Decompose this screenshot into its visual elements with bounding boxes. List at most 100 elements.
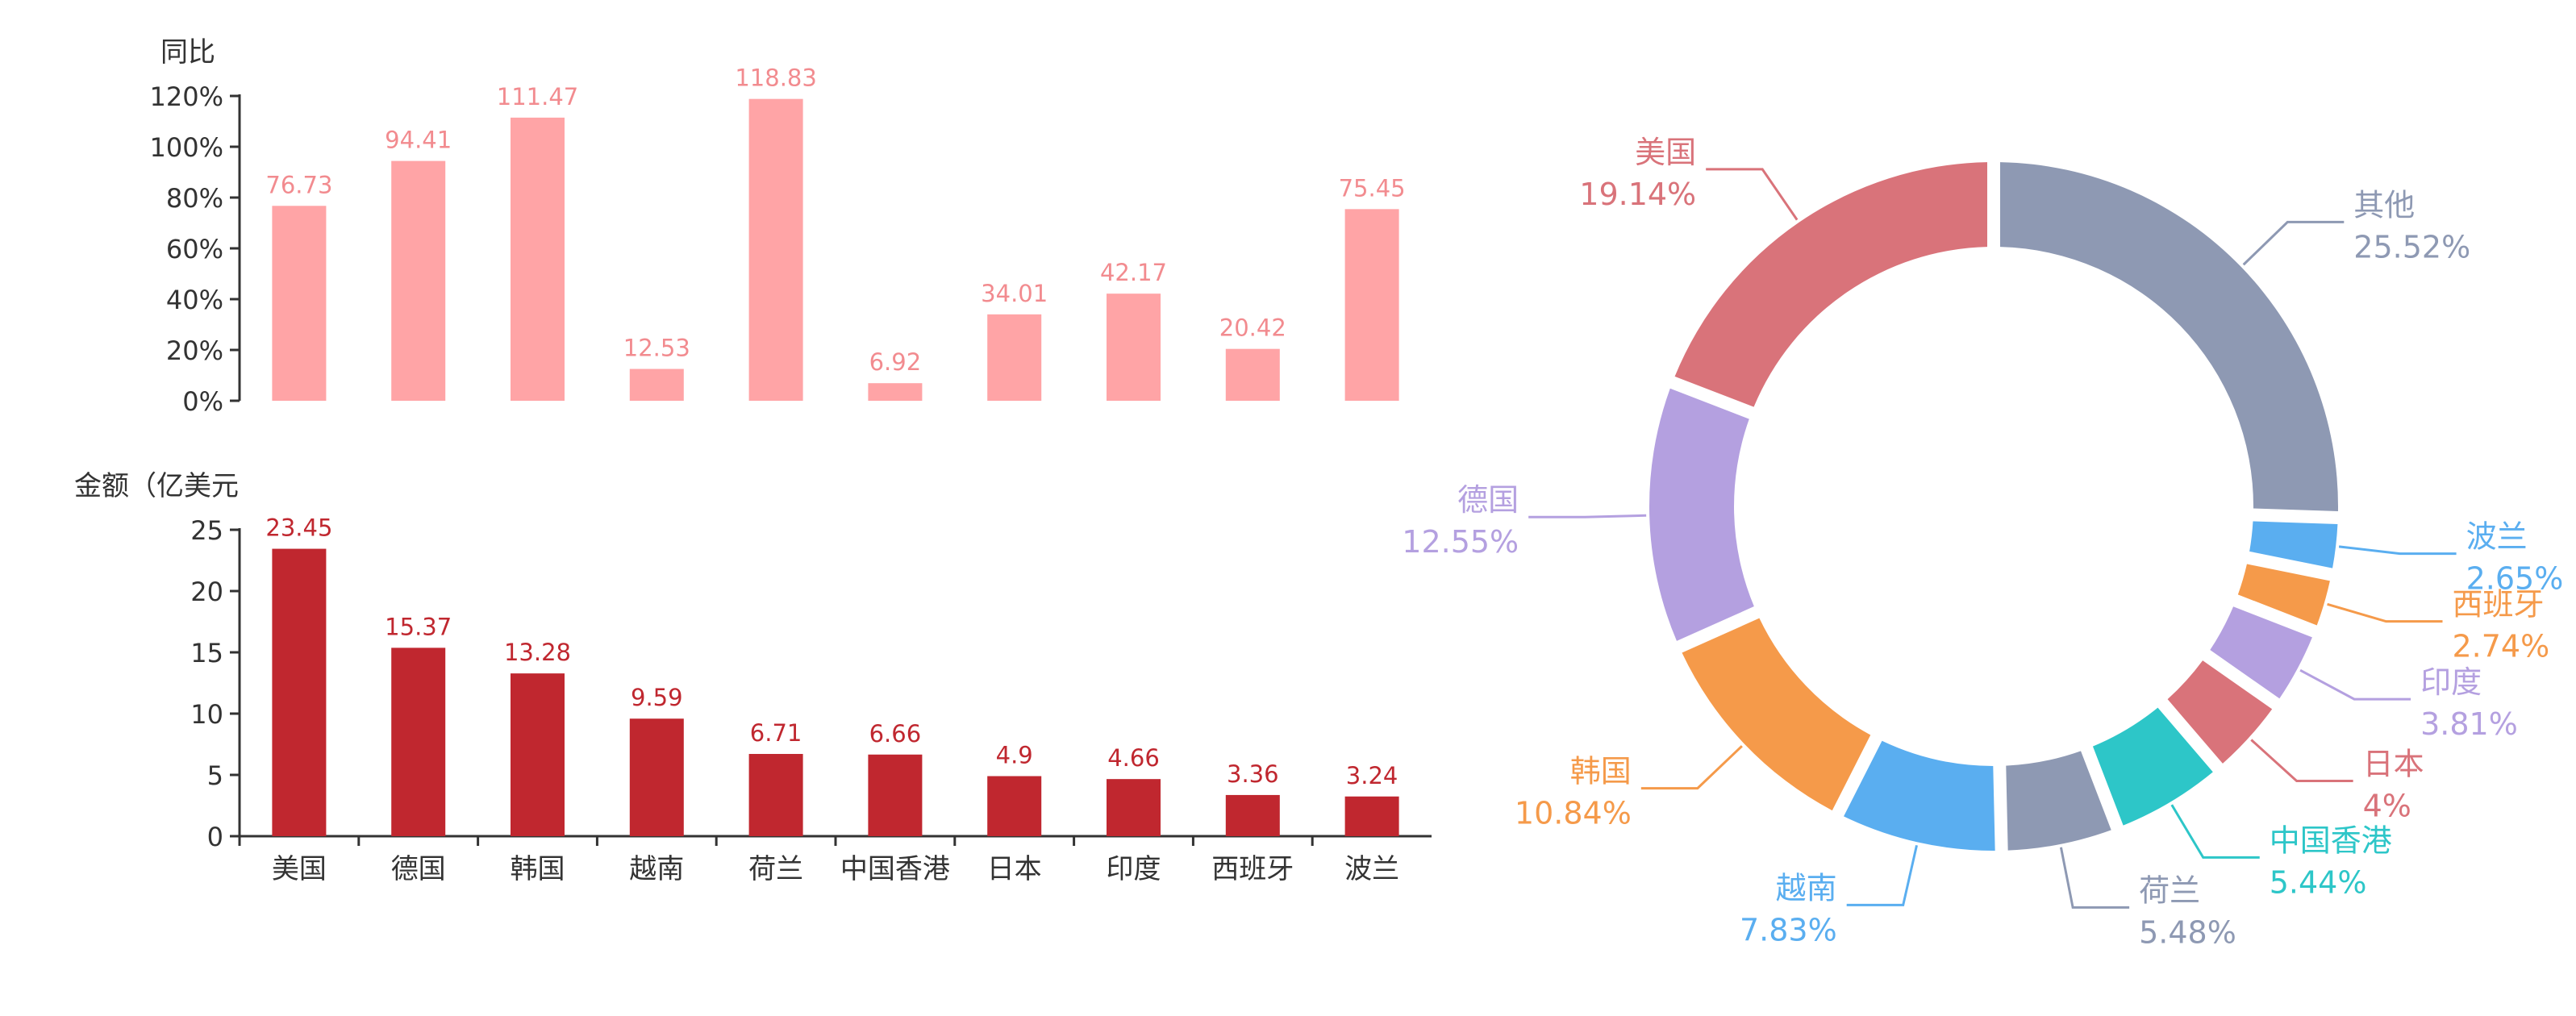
donut-slice [1674, 162, 1988, 407]
donut-slice [2006, 751, 2111, 851]
bar-value-label: 4.66 [1107, 744, 1160, 772]
bar-value-label: 13.28 [504, 639, 571, 666]
leader-line [2338, 545, 2457, 556]
donut-slice [2092, 707, 2213, 826]
donut-slice [1999, 162, 2338, 511]
bar-value-label: 42.17 [1100, 259, 1167, 286]
bar [391, 647, 446, 836]
leader-line [2299, 668, 2411, 701]
x-tick-label: 越南 [629, 853, 684, 885]
bar [1225, 794, 1280, 836]
slice-percent-label: 12.55% [1402, 524, 1519, 560]
bar-value-label: 6.92 [869, 348, 922, 376]
slice-percent-label: 2.74% [2453, 629, 2550, 664]
y-axis-title: 金额（亿美元 [74, 470, 239, 502]
donut-slice [2237, 564, 2330, 626]
leader-line [2242, 220, 2345, 266]
y-tick-label: 40% [166, 285, 223, 315]
slice-percent-label: 4% [2363, 789, 2411, 824]
bar [1344, 209, 1399, 401]
x-tick-label: 荷兰 [748, 853, 803, 885]
bar [1107, 294, 1161, 401]
bar-value-label: 111.47 [497, 83, 578, 110]
slice-percent-label: 25.52% [2353, 229, 2470, 264]
y-tick-label: 120% [150, 81, 223, 112]
bar-value-label: 12.53 [623, 335, 690, 362]
bar-value-label: 9.59 [631, 684, 683, 711]
bar [272, 206, 327, 401]
bar-value-label: 34.01 [981, 280, 1048, 307]
slice-percent-label: 2.65% [2466, 561, 2564, 597]
bar [987, 776, 1042, 836]
leader-line [2059, 847, 2130, 909]
x-tick-label: 波兰 [1344, 853, 1399, 885]
slice-name-label: 波兰 [2466, 519, 2528, 555]
bar [1107, 779, 1161, 836]
slice-name-label: 日本 [2363, 747, 2424, 782]
slice-name-label: 西班牙 [2453, 587, 2545, 623]
slice-percent-label: 5.48% [2139, 914, 2236, 950]
slice-name-label: 印度 [2420, 664, 2482, 700]
x-tick-label: 西班牙 [1211, 853, 1294, 885]
slice-percent-label: 7.83% [1740, 912, 1837, 947]
bar [1225, 348, 1280, 401]
bar-value-label: 6.66 [869, 720, 922, 747]
bar-value-label: 20.42 [1219, 314, 1286, 342]
bar-value-label: 3.24 [1346, 762, 1398, 789]
y-tick-label: 15 [190, 638, 223, 668]
bar [272, 548, 327, 836]
donut-slice [2249, 521, 2338, 568]
y-tick-label: 20 [190, 577, 223, 607]
slice-name-label: 其他 [2353, 187, 2415, 223]
y-tick-label: 0% [182, 386, 223, 417]
slice-percent-label: 5.44% [2270, 864, 2367, 900]
y-tick-label: 5 [207, 760, 223, 791]
bar-value-label: 23.45 [265, 514, 332, 542]
bar-value-label: 6.71 [750, 719, 802, 747]
y-tick-label: 20% [166, 335, 223, 366]
slice-percent-label: 19.14% [1579, 177, 1696, 212]
amount-bar-chart: 金额（亿美元 0 5 10 15 20 25 23.45 美国 15.37 德国 13.28 韩国 9.5… [74, 470, 1432, 885]
y-tick-label: 0 [207, 822, 223, 852]
bar [391, 160, 446, 401]
x-tick-label: 中国香港 [840, 853, 950, 885]
y-tick-label: 60% [166, 234, 223, 264]
bar [629, 718, 684, 836]
bar-value-label: 15.37 [385, 613, 452, 640]
slice-name-label: 韩国 [1570, 754, 1632, 789]
bar-value-label: 94.41 [385, 127, 452, 154]
bar [748, 98, 803, 402]
bar [629, 369, 684, 401]
x-tick-label: 韩国 [511, 853, 565, 885]
bar [868, 383, 923, 401]
donut-slice [2210, 606, 2312, 699]
share-donut-chart: 其他 25.52% 波兰 2.65%西班牙 2.74%印度 3.81% 日本 4%中国香港 5.… [1402, 135, 2563, 950]
slice-name-label: 德国 [1457, 482, 1519, 518]
donut-slice [2167, 660, 2273, 764]
leader-line [1706, 168, 1799, 221]
donut-slice [1649, 388, 1754, 641]
bar-value-label: 76.73 [265, 171, 332, 198]
growth-bar-chart: 同比 0% 20% 40% 60% 80% 100% 120% 76.73 94.41 111.47… [150, 36, 1406, 417]
bar-value-label: 3.36 [1227, 760, 1279, 788]
leader-line [2170, 804, 2260, 859]
y-tick-label: 25 [190, 515, 223, 546]
slice-name-label: 越南 [1776, 870, 1837, 906]
slice-name-label: 美国 [1635, 135, 1696, 170]
bar [987, 314, 1042, 401]
leader-line [1846, 844, 1918, 906]
leader-line [2327, 602, 2443, 623]
slice-name-label: 荷兰 [2139, 872, 2200, 908]
bar [511, 117, 565, 401]
y-tick-label: 10 [190, 699, 223, 730]
bar-value-label: 75.45 [1339, 174, 1406, 202]
bar [748, 754, 803, 836]
donut-slice [1682, 618, 1871, 811]
y-tick-label: 100% [150, 132, 223, 163]
leader-line [1640, 745, 1743, 790]
leader-line [2250, 739, 2353, 783]
bar-value-label: 118.83 [735, 65, 816, 92]
slice-percent-label: 10.84% [1515, 796, 1632, 831]
x-tick-label: 德国 [391, 853, 446, 885]
